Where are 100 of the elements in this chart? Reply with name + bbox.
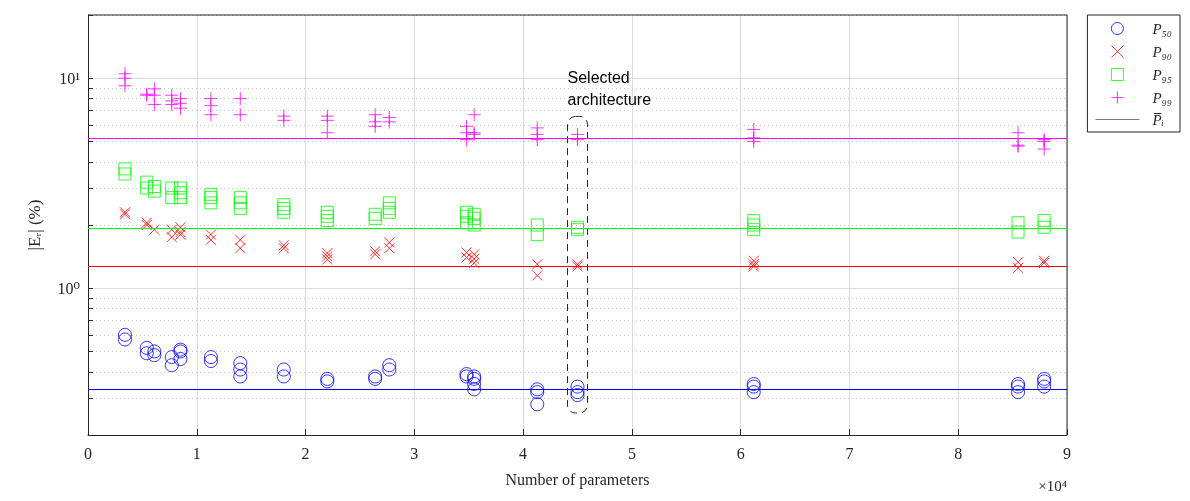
x-tick-label: 0 <box>84 444 92 462</box>
y-tick-label: 10¹ <box>59 69 81 87</box>
point <box>368 211 382 225</box>
point <box>233 356 248 371</box>
point <box>382 201 396 215</box>
point <box>1037 379 1052 394</box>
legend-label: P₉₀ <box>1151 43 1172 60</box>
point <box>383 237 395 249</box>
point <box>320 209 334 223</box>
point <box>147 180 161 194</box>
point <box>530 397 545 412</box>
point <box>459 132 474 147</box>
point <box>148 224 160 236</box>
legend-label: P₉₅ <box>1151 66 1172 83</box>
point <box>530 132 545 147</box>
point <box>165 191 179 205</box>
point <box>382 205 396 219</box>
legend-label: P₅₀ <box>1151 20 1172 37</box>
point <box>204 187 218 201</box>
x-tick-label: 8 <box>954 444 963 462</box>
point <box>139 346 154 361</box>
point <box>234 242 246 254</box>
point <box>204 196 218 210</box>
point <box>530 218 544 232</box>
point <box>1012 256 1024 268</box>
point <box>203 350 218 365</box>
point <box>139 340 154 355</box>
point <box>233 196 247 210</box>
point <box>570 379 585 394</box>
point <box>118 327 132 342</box>
point <box>147 348 162 363</box>
x-tick-label: 7 <box>845 444 854 462</box>
point <box>205 229 217 241</box>
point <box>204 191 218 205</box>
point <box>461 246 473 258</box>
point <box>233 107 248 122</box>
point <box>467 211 481 225</box>
point <box>531 269 543 281</box>
x-tick-label: 4 <box>519 444 528 462</box>
point <box>233 201 247 215</box>
point <box>460 216 474 230</box>
point <box>382 114 397 129</box>
point <box>1037 142 1052 157</box>
point <box>368 207 382 221</box>
x-tick-label: 3 <box>410 444 419 462</box>
point <box>1011 125 1026 140</box>
point <box>1037 214 1051 228</box>
point <box>205 234 217 246</box>
x-tick-label: 2 <box>301 444 310 462</box>
x-tick-label: 6 <box>736 444 745 462</box>
point <box>1011 385 1026 400</box>
point <box>118 167 132 181</box>
point <box>467 107 482 122</box>
point <box>746 134 761 149</box>
point <box>203 107 218 122</box>
point <box>1011 225 1025 239</box>
point <box>165 181 179 195</box>
point <box>460 205 474 219</box>
point <box>117 78 132 93</box>
point <box>460 209 474 223</box>
point <box>320 205 334 219</box>
point <box>468 248 480 260</box>
point <box>140 175 154 189</box>
point <box>746 385 761 400</box>
point <box>118 162 132 176</box>
x-tick-label: 1 <box>192 444 201 462</box>
point <box>383 242 395 254</box>
point <box>277 205 291 219</box>
y-axis-title: |Eᵣ| (%) <box>25 199 44 251</box>
point <box>531 258 543 270</box>
point <box>233 369 248 384</box>
point <box>382 358 397 373</box>
point <box>1012 262 1024 274</box>
point <box>147 344 162 359</box>
point <box>467 207 481 221</box>
point <box>173 352 188 367</box>
point <box>233 362 248 377</box>
x-tick-label: 5 <box>627 444 636 462</box>
point <box>468 257 480 269</box>
point <box>467 218 481 232</box>
point <box>320 214 334 228</box>
point <box>118 332 132 347</box>
point <box>382 196 396 210</box>
legend-label: P₉₉ <box>1151 89 1172 106</box>
point <box>173 191 187 205</box>
point <box>530 228 544 242</box>
point <box>164 358 179 373</box>
point <box>467 376 482 391</box>
text: ×10⁴ <box>1038 477 1067 494</box>
point <box>276 369 291 384</box>
point <box>164 350 179 365</box>
point <box>140 181 154 195</box>
x-axis-title: Number of parameters <box>505 470 650 489</box>
point <box>173 186 187 200</box>
point <box>747 218 761 232</box>
point <box>233 91 248 106</box>
point <box>382 362 397 377</box>
point <box>164 97 179 112</box>
point <box>276 113 291 128</box>
annotation: Selected architecture <box>567 68 652 108</box>
